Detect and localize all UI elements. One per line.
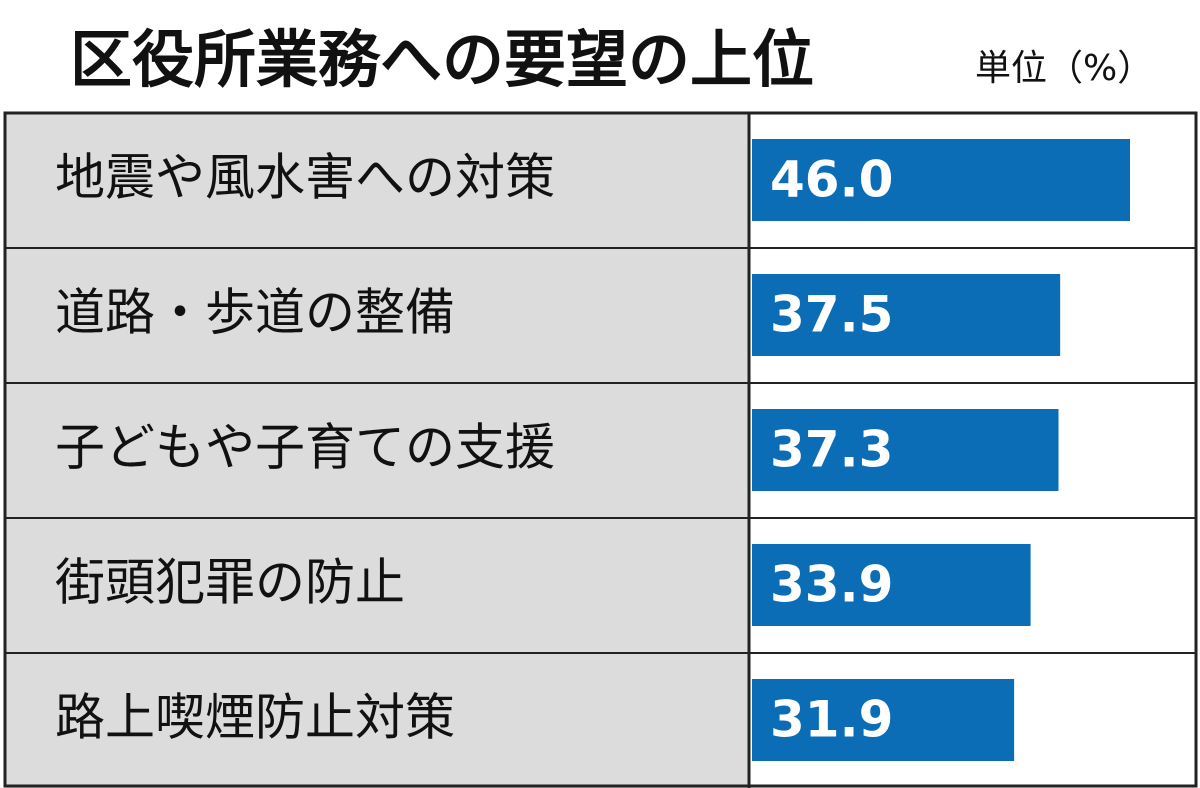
label-column [5,113,749,788]
category-label: 路上喫煙防止対策 [55,689,455,747]
value-label: 37.3 [770,421,893,479]
category-label: 街頭犯罪の防止 [55,554,405,612]
value-label: 31.9 [770,691,893,749]
category-label: 子どもや子育ての支援 [55,419,555,477]
bar [752,544,1031,626]
category-label: 地震や風水害への対策 [55,149,555,207]
value-label: 33.9 [770,556,893,614]
value-label: 37.5 [770,286,893,344]
unit-label: 単位（%） [975,48,1153,89]
value-label: 46.0 [770,151,893,209]
frame [3,111,1198,788]
bar [752,274,1061,356]
chart-title: 区役所業務への要望の上位 [70,23,814,96]
bar [752,409,1059,491]
category-label: 道路・歩道の整備 [55,284,455,342]
bar [752,679,1015,761]
bar [752,139,1130,221]
